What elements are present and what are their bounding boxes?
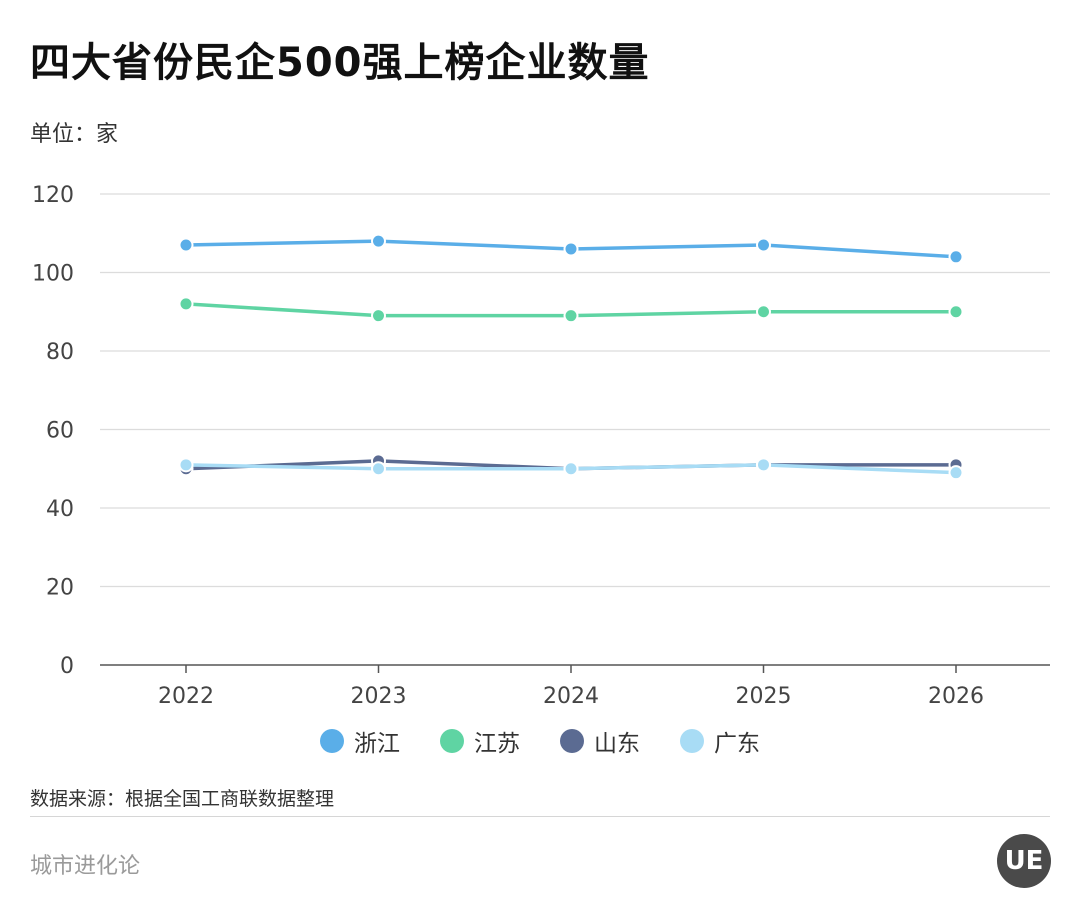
data-point (371, 461, 386, 477)
y-tick-label: 20 (46, 576, 74, 601)
data-point (371, 308, 386, 324)
data-point (178, 296, 194, 312)
data-point (178, 457, 194, 473)
data-point (948, 465, 964, 481)
data-point (563, 241, 579, 257)
legend-item[interactable]: 山东 (560, 724, 640, 758)
legend-label: 江苏 (474, 731, 520, 757)
data-point (948, 304, 964, 320)
footer-divider (30, 816, 1050, 817)
data-point (563, 461, 579, 477)
data-point (948, 249, 964, 265)
grid-lines (100, 193, 1050, 666)
y-tick-label: 100 (32, 262, 74, 287)
y-tick-label: 0 (60, 654, 74, 679)
legend-label: 浙江 (354, 731, 400, 757)
y-axis-ticks: 0 20 40 60 80 100 120 (32, 183, 74, 679)
data-point (756, 237, 771, 253)
legend-swatch-icon (680, 729, 704, 753)
y-tick-label: 40 (46, 497, 74, 522)
x-tick-label: 2025 (736, 684, 792, 709)
legend-swatch-icon (320, 729, 344, 753)
y-tick-label: 120 (32, 183, 74, 208)
y-tick-label: 60 (46, 419, 74, 444)
data-source-note: 数据来源：根据全国工商联数据整理 (30, 788, 335, 810)
data-point (756, 457, 771, 473)
data-point (756, 304, 771, 320)
legend-swatch-icon (560, 729, 584, 753)
y-tick-label: 80 (46, 340, 74, 365)
data-point (371, 233, 386, 249)
brand-logo-icon: UE (997, 834, 1051, 888)
legend-item[interactable]: 浙江 (320, 724, 400, 758)
series-lines (184, 239, 958, 475)
line-chart: 0 20 40 60 80 100 120 2022 2023 2024 2025 2026 (32, 183, 1050, 709)
x-tick-label: 2023 (351, 684, 407, 709)
data-point (563, 308, 579, 324)
brand-name: 城市进化论 (30, 854, 141, 879)
unit-label: 单位：家 (30, 122, 119, 147)
legend-swatch-icon (440, 729, 464, 753)
legend-item[interactable]: 广东 (680, 724, 760, 758)
chart-title: 四大省份民企500强上榜企业数量 (30, 40, 650, 86)
legend-label: 广东 (714, 731, 760, 757)
data-point (178, 237, 194, 253)
legend-item[interactable]: 江苏 (440, 724, 520, 758)
x-tick-label: 2026 (928, 684, 984, 709)
x-tick-label: 2022 (158, 684, 214, 709)
chart-legend: 浙江 江苏 山东 广东 (0, 724, 1080, 758)
legend-label: 山东 (594, 731, 640, 757)
series-points (178, 233, 964, 481)
x-tick-label: 2024 (543, 684, 599, 709)
x-axis-ticks: 2022 2023 2024 2025 2026 (158, 665, 984, 709)
